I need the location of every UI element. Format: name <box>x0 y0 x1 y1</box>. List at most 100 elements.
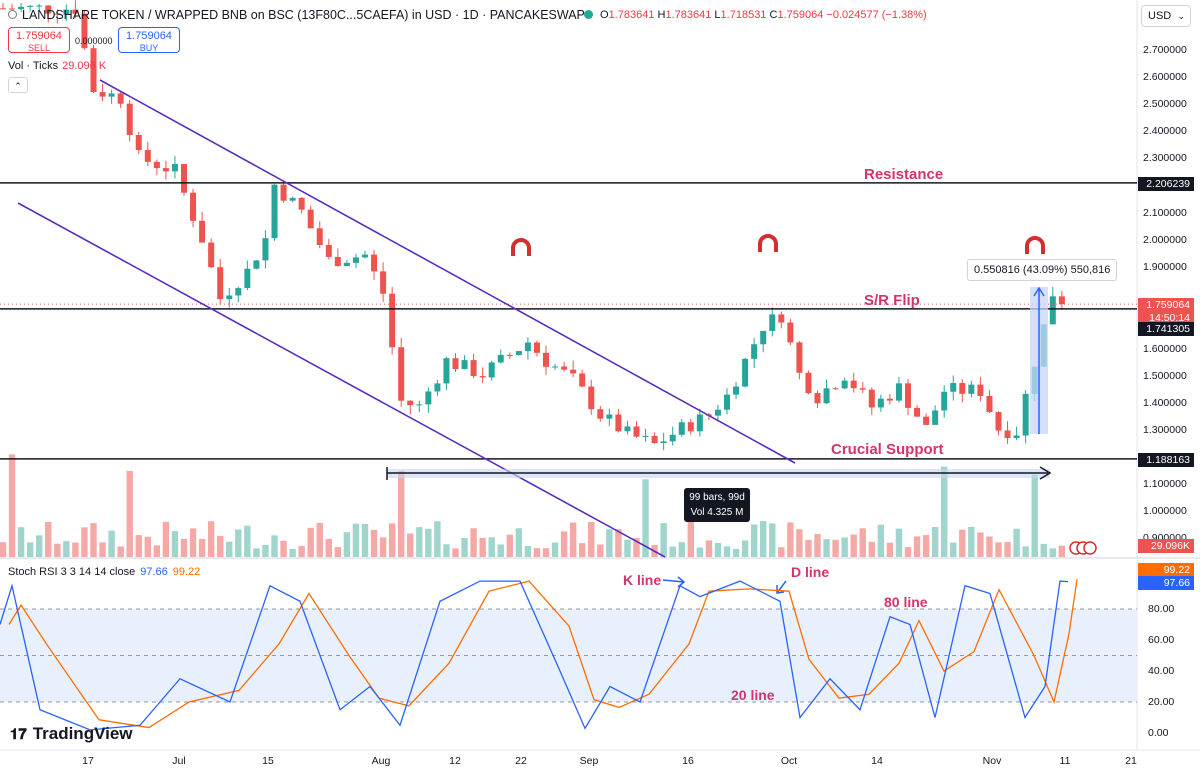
price-axis-tick: 2.100000 <box>1143 207 1187 219</box>
volume-bar <box>226 541 233 557</box>
candle-body <box>235 288 242 296</box>
volume-legend[interactable]: Vol · Ticks 29.096 K <box>8 60 106 72</box>
sell-label: SELL <box>27 43 51 53</box>
annotation-20-line[interactable]: 20 line <box>731 687 775 703</box>
volume-bar <box>524 546 532 557</box>
currency-value: USD <box>1148 10 1172 22</box>
magnet-icon <box>758 234 778 252</box>
date-axis-tick: Sep <box>579 755 599 767</box>
candle-body <box>687 422 694 432</box>
ohlc-change: −0.024577 (−1.38%) <box>826 9 927 21</box>
volume-bar <box>633 538 640 557</box>
volume-bar <box>180 538 188 557</box>
candle-body <box>18 6 25 10</box>
annotation-80-line[interactable]: 80 line <box>884 594 928 610</box>
candle-body <box>425 391 432 405</box>
volume-bar <box>8 454 16 557</box>
volume-bar <box>81 527 88 557</box>
date-axis-tick: 22 <box>515 755 527 767</box>
date-axis-tick: Nov <box>982 755 1002 767</box>
volume-bar <box>0 542 7 557</box>
candle-body <box>334 256 341 266</box>
ohlc-high: 1.783641 <box>665 9 712 21</box>
candle-body <box>733 386 740 395</box>
currency-select[interactable]: USD ⌄ <box>1141 5 1191 27</box>
volume-bar <box>678 542 685 557</box>
candle-body <box>533 342 540 353</box>
candle-body <box>642 435 649 437</box>
candle-body <box>877 398 884 408</box>
annotation-resistance[interactable]: Resistance <box>864 166 944 183</box>
volume-bar <box>741 540 749 557</box>
collapse-legend-button[interactable]: ⌃ <box>8 77 28 93</box>
chart-header: LANDSHARE TOKEN / WRAPPED BNB on BSC (13… <box>0 0 1200 30</box>
candle-body <box>941 391 948 411</box>
candle-body <box>289 197 296 201</box>
spread-value: 0.000000 <box>75 36 113 46</box>
volume-bar <box>859 528 866 557</box>
date-range-tooltip[interactable]: 99 bars, 99d Vol 4.325 M <box>684 488 750 522</box>
volume-bar <box>352 523 360 557</box>
candle-body <box>298 197 305 210</box>
annotation-sr-flip[interactable]: S/R Flip <box>864 292 920 309</box>
ohlc-o-label: O <box>600 9 609 21</box>
candle-body <box>199 220 206 243</box>
stoch-rsi-legend[interactable]: Stoch RSI 3 3 14 14 close 97.66 99.22 <box>8 566 200 578</box>
candle-body <box>90 48 97 93</box>
annotation-crucial-support[interactable]: Crucial Support <box>831 441 944 458</box>
stoch-rsi-d-value: 99.22 <box>172 566 201 578</box>
volume-bar <box>289 548 296 557</box>
volume-bar <box>832 539 839 557</box>
measure-label[interactable]: 0.550816 (43.09%) 550,816 <box>967 259 1118 281</box>
volume-bar <box>624 539 631 557</box>
candle-body <box>597 409 604 419</box>
candle-body <box>1049 296 1056 325</box>
candle-body <box>977 384 984 396</box>
price-axis-tick: 1.000000 <box>1143 505 1187 517</box>
candle-body <box>253 260 260 269</box>
candle-body <box>769 314 776 331</box>
rsi-d-tag: 99.22 <box>1138 563 1194 577</box>
volume-bar <box>1004 542 1011 557</box>
date-axis-tick: Jul <box>172 755 186 767</box>
candle-body <box>343 262 350 266</box>
candle-body <box>479 376 486 378</box>
volume-bar <box>36 535 43 557</box>
annotation-k-line[interactable]: K line <box>623 572 662 588</box>
candle-body <box>316 228 323 245</box>
volume-bar <box>17 527 25 557</box>
volume-bar <box>461 538 468 557</box>
volume-bar <box>687 521 694 557</box>
candle-body <box>108 93 115 97</box>
volume-bar <box>814 534 821 557</box>
channel-lower-line <box>17 202 666 558</box>
buy-button[interactable]: 1.759064 BUY <box>118 27 180 53</box>
candle-body <box>950 383 957 392</box>
candle-body <box>190 192 197 221</box>
sell-button[interactable]: 1.759064 SELL <box>8 27 70 53</box>
volume-bar <box>189 528 197 557</box>
price-axis-tick: 2.600000 <box>1143 71 1187 83</box>
volume-bar <box>54 543 61 557</box>
rsi-axis-tick: 60.00 <box>1148 634 1175 646</box>
date-axis-tick: 14 <box>871 755 883 767</box>
annotation-d-line[interactable]: D line <box>791 564 830 580</box>
volume-bar <box>714 542 722 557</box>
volume-bar <box>207 521 215 557</box>
candle-body <box>624 426 631 432</box>
volume-bar <box>63 541 70 557</box>
support-price-tag: 1.188163 <box>1138 453 1194 467</box>
candle-body <box>615 414 622 432</box>
candle-body <box>696 414 703 432</box>
buy-label: BUY <box>139 43 159 53</box>
symbol-title[interactable]: LANDSHARE TOKEN / WRAPPED BNB on BSC (13… <box>22 8 585 22</box>
magnet-icon <box>511 238 531 256</box>
date-axis-tick: 15 <box>262 755 274 767</box>
volume-bar <box>660 523 667 557</box>
candle-body <box>362 254 368 258</box>
tradingview-logo[interactable]: 𝟏𝟕 TradingView <box>10 724 133 744</box>
price-axis-tick: 1.300000 <box>1143 424 1187 436</box>
volume-bar <box>904 547 912 557</box>
volume-bar <box>217 535 224 557</box>
